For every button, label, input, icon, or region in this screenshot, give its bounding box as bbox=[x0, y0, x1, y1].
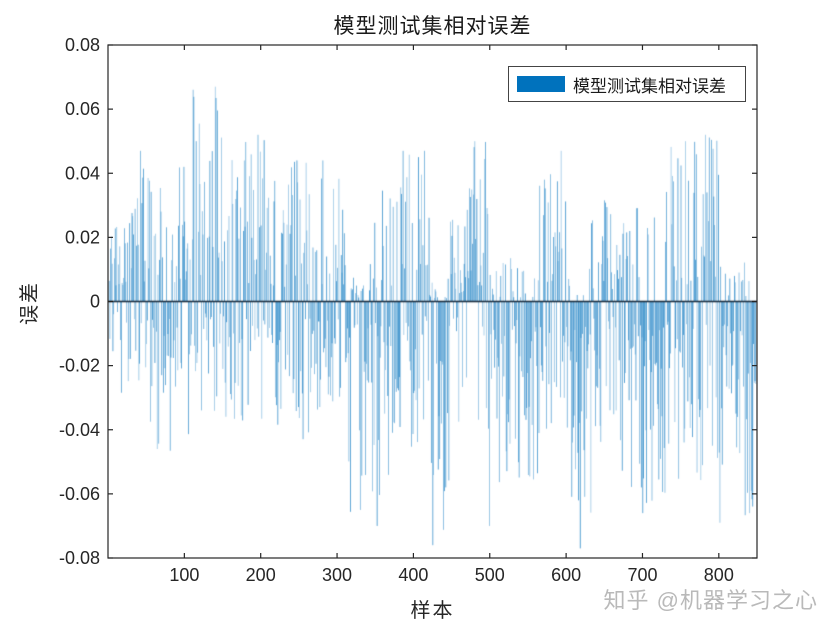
x-tick-label: 300 bbox=[322, 565, 352, 585]
plot-area bbox=[108, 45, 757, 558]
legend-swatch bbox=[517, 76, 565, 92]
y-axis-label: 误差 bbox=[19, 281, 41, 325]
y-tick-label: 0.06 bbox=[65, 99, 100, 119]
y-tick-label: 0.08 bbox=[65, 35, 100, 55]
x-axis-label: 样本 bbox=[410, 600, 455, 622]
y-tick-label: 0.02 bbox=[65, 227, 100, 247]
axes-box bbox=[107, 44, 758, 559]
y-tick-label: -0.06 bbox=[59, 484, 100, 504]
y-tick-label: -0.02 bbox=[59, 356, 100, 376]
y-tick-label: -0.04 bbox=[59, 420, 100, 440]
x-tick-label: 200 bbox=[246, 565, 276, 585]
chart-title: 模型测试集相对误差 bbox=[333, 15, 532, 38]
watermark-text: 知乎 @机器学习之心 bbox=[603, 588, 818, 613]
y-tick-label: -0.08 bbox=[59, 548, 100, 568]
x-tick-label: 700 bbox=[627, 565, 657, 585]
bar-series-canvas bbox=[108, 45, 757, 558]
x-tick-label: 800 bbox=[704, 565, 734, 585]
x-tick-label: 400 bbox=[398, 565, 428, 585]
legend-box: 模型测试集相对误差 bbox=[508, 66, 746, 102]
legend-label: 模型测试集相对误差 bbox=[573, 76, 726, 96]
x-tick-label: 500 bbox=[475, 565, 505, 585]
y-tick-label: 0.04 bbox=[65, 163, 100, 183]
x-tick-label: 600 bbox=[551, 565, 581, 585]
x-tick-label: 100 bbox=[169, 565, 199, 585]
y-tick-label: 0 bbox=[90, 292, 100, 312]
